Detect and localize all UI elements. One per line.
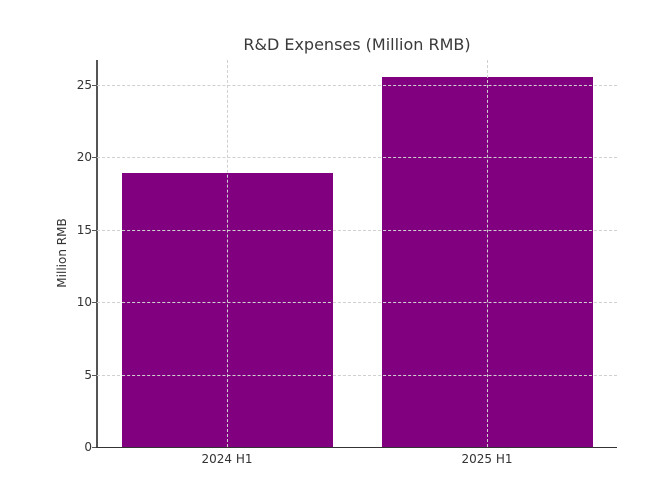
gridline-horizontal: [97, 374, 617, 376]
y-axis-label: Million RMB: [55, 218, 69, 288]
y-tick-label: 10: [76, 295, 92, 310]
y-tick-mark: [92, 229, 96, 231]
chart-title: R&D Expenses (Million RMB): [243, 35, 471, 54]
y-tick-label: 25: [76, 77, 92, 92]
gridline-horizontal: [97, 302, 617, 304]
plot-area: [97, 60, 617, 447]
y-tick-mark: [92, 84, 96, 86]
y-tick-label: 0: [84, 440, 92, 454]
y-tick-mark: [92, 302, 96, 304]
y-tick-mark: [92, 447, 96, 448]
y-axis-line: [96, 60, 98, 448]
x-axis-line: [96, 446, 617, 448]
x-tick-label: 2024 H1: [201, 452, 253, 466]
y-tick-mark: [92, 157, 96, 159]
x-tick-label: 2025 H1: [461, 452, 513, 466]
y-tick-label: 5: [84, 367, 92, 382]
gridline-horizontal: [97, 157, 617, 159]
gridline-vertical: [227, 60, 228, 447]
gridline-vertical: [487, 60, 488, 447]
gridline-horizontal: [97, 229, 617, 231]
gridline-horizontal: [97, 84, 617, 86]
y-tick-mark: [92, 374, 96, 376]
y-tick-label: 15: [76, 222, 92, 237]
y-tick-label: 20: [76, 150, 92, 165]
